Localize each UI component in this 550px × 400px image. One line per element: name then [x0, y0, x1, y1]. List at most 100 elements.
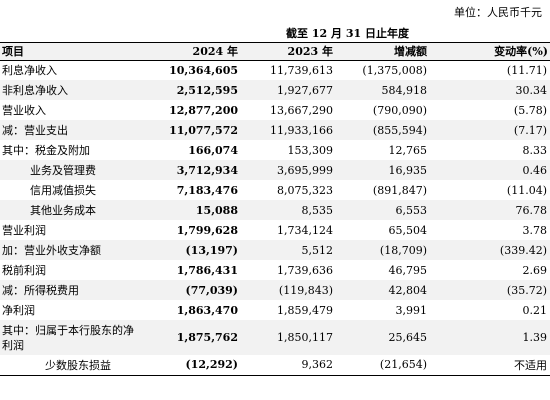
cell-change: 65,504	[388, 223, 428, 237]
table-row: 净利润 1,863,470 1,859,479 3,991 0.21	[0, 300, 550, 320]
cell-2024: 2,512,595	[145, 80, 240, 100]
table-row: 营业收入 12,877,200 13,667,290 (790,090) (5.…	[0, 100, 550, 120]
cell-2024: 1,786,431	[176, 263, 238, 277]
table-row: 营业利润 1,799,628 1,734,124 65,504 3.78	[0, 220, 550, 240]
cell-2023: 1,850,117	[240, 320, 335, 355]
cell-rate: (339.42)	[445, 240, 550, 260]
cell-2023: 5,512	[240, 240, 335, 260]
row-label: 业务及管理费	[0, 160, 145, 180]
cell-2023: 1,859,479	[277, 303, 333, 317]
cell-rate: 30.34	[445, 80, 550, 100]
cell-2023: 153,309	[287, 143, 334, 157]
cell-change: (891,847)	[372, 183, 427, 197]
table-row: 信用减值损失 7,183,476 8,075,323 (891,847) (11…	[0, 180, 550, 200]
table-row: 其他业务成本 15,088 8,535 6,553 76.78	[0, 200, 550, 220]
cell-2023: 1,927,677	[240, 80, 335, 100]
row-label: 利息净收入	[2, 64, 57, 78]
row-label: 营业收入	[2, 104, 46, 117]
cell-rate: 2.69	[522, 263, 548, 277]
cell-rate: 76.78	[445, 200, 550, 220]
period-header-row: 截至 12 月 31 日止年度	[0, 24, 550, 42]
cell-change: 3,991	[395, 303, 428, 317]
cell-change: 25,645	[335, 320, 445, 355]
col-header-item: 项目	[0, 41, 145, 61]
cell-change: 12,765	[388, 143, 428, 157]
col-header-rate: 变动率(%)	[445, 41, 550, 61]
row-label: 少数股东损益	[0, 355, 145, 376]
cell-change: (790,090)	[372, 103, 427, 117]
unit-note: 单位：人民币千元	[454, 6, 542, 19]
table-row: 税前利润 1,786,431 1,739,636 46,795 2.69	[0, 260, 550, 280]
table-row: 业务及管理费 3,712,934 3,695,999 16,935 0.46	[0, 160, 550, 180]
cell-2023: 1,734,124	[277, 223, 333, 237]
cell-2024: 1,799,628	[176, 223, 238, 237]
cell-2024: 3,712,934	[145, 160, 240, 180]
cell-2023: 8,535	[240, 200, 335, 220]
cell-2023: 8,075,323	[277, 183, 333, 197]
cell-rate: (11.71)	[506, 63, 547, 77]
table-row: 减：所得税费用 (77,039) (119,843) 42,804 (35.72…	[0, 280, 550, 300]
cell-2023: 9,362	[240, 355, 335, 376]
cell-change: (18,709)	[335, 240, 445, 260]
table-row: 利息净收入 10,364,605 11,739,613 (1,375,008) …	[0, 60, 550, 80]
row-label: 减：营业支出	[0, 120, 145, 140]
cell-2024: (13,197)	[145, 240, 240, 260]
cell-change: (1,375,008)	[362, 63, 427, 77]
column-header-row: 项目 2024 年 2023 年 增减额 变动率(%)	[0, 41, 550, 61]
table-row: 其中：归属于本行股东的净利润 1,875,762 1,850,117 25,64…	[0, 320, 550, 355]
cell-change: (21,654)	[335, 355, 445, 376]
cell-change: 42,804	[335, 280, 445, 300]
row-label: 营业利润	[2, 224, 46, 237]
row-label: 其他业务成本	[0, 200, 145, 220]
cell-rate: 0.46	[445, 160, 550, 180]
cell-2024: 166,074	[188, 143, 238, 157]
cell-rate: 不适用	[445, 355, 550, 376]
cell-change: 584,918	[335, 80, 445, 100]
row-label: 非利息净收入	[0, 80, 145, 100]
cell-2023: 13,667,290	[270, 103, 333, 117]
cell-2023: 11,739,613	[270, 63, 333, 77]
row-label: 其中：税金及附加	[2, 144, 90, 157]
cell-2023: 1,739,636	[277, 263, 333, 277]
col-header-change: 增减额	[335, 41, 445, 61]
cell-change: 46,795	[388, 263, 428, 277]
cell-change: (855,594)	[335, 120, 445, 140]
table-row: 其中：税金及附加 166,074 153,309 12,765 8.33	[0, 140, 550, 160]
cell-rate: 8.33	[522, 143, 548, 157]
cell-change: 16,935	[335, 160, 445, 180]
row-label: 税前利润	[2, 264, 46, 277]
cell-2024: 7,183,476	[176, 183, 238, 197]
cell-2024: (77,039)	[145, 280, 240, 300]
col-header-2024: 2024 年	[145, 41, 240, 61]
cell-2024: 10,364,605	[169, 63, 238, 77]
table-row: 非利息净收入 2,512,595 1,927,677 584,918 30.34	[0, 80, 550, 100]
cell-change: 6,553	[335, 200, 445, 220]
row-label: 加：营业外收支净额	[0, 240, 145, 260]
cell-2024: (12,292)	[145, 355, 240, 376]
row-label: 减：所得税费用	[0, 280, 145, 300]
col-header-2023: 2023 年	[240, 41, 335, 61]
cell-2023: 3,695,999	[240, 160, 335, 180]
cell-rate: 0.21	[522, 303, 548, 317]
cell-2024: 1,863,470	[176, 303, 238, 317]
cell-2024: 15,088	[145, 200, 240, 220]
period-header: 截至 12 月 31 日止年度	[286, 26, 409, 40]
income-statement-table: 截至 12 月 31 日止年度 项目 2024 年 2023 年 增减额 变动率…	[0, 24, 550, 376]
table-row: 少数股东损益 (12,292) 9,362 (21,654) 不适用	[0, 355, 550, 376]
table-row: 加：营业外收支净额 (13,197) 5,512 (18,709) (339.4…	[0, 240, 550, 260]
cell-2024: 12,877,200	[169, 103, 238, 117]
cell-2023: (119,843)	[240, 280, 335, 300]
cell-rate: 3.78	[522, 223, 548, 237]
cell-rate: 1.39	[445, 320, 550, 355]
cell-rate: (5.78)	[513, 103, 547, 117]
row-label: 信用减值损失	[30, 184, 96, 197]
row-label: 净利润	[2, 304, 35, 317]
row-label: 其中：归属于本行股东的净利润	[0, 320, 145, 355]
cell-rate: (7.17)	[445, 120, 550, 140]
cell-2024: 1,875,762	[145, 320, 240, 355]
cell-rate: (35.72)	[445, 280, 550, 300]
cell-rate: (11.04)	[506, 183, 547, 197]
cell-2023: 11,933,166	[240, 120, 335, 140]
table-row: 减：营业支出 11,077,572 11,933,166 (855,594) (…	[0, 120, 550, 140]
cell-2024: 11,077,572	[145, 120, 240, 140]
